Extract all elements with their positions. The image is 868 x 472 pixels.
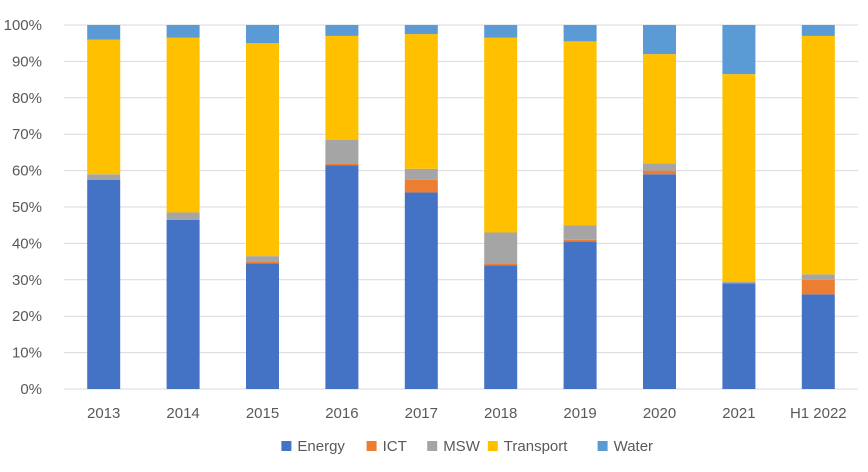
bar-segment-water (166, 25, 200, 38)
legend-label: Transport (504, 438, 568, 455)
legend-item-msw: MSW (427, 438, 481, 455)
bar-segment-water (246, 25, 279, 44)
bar-segment-msw (166, 212, 200, 220)
bar-segment-ict (404, 179, 438, 193)
bar-segment-msw (325, 139, 359, 164)
bar-segment-energy (722, 283, 756, 389)
legend-item-transport: Transport (487, 438, 568, 455)
y-tick-label: 40% (12, 235, 42, 252)
x-tick-label: 2016 (325, 405, 358, 422)
x-tick-label: 2015 (246, 405, 279, 422)
bar-segment-msw (563, 225, 597, 240)
bar-segment-transport (801, 35, 835, 275)
bar-segment-water (722, 25, 756, 75)
y-tick-label: 30% (12, 272, 42, 289)
bar-segment-transport (166, 37, 200, 213)
bar-segment-water (801, 25, 835, 36)
y-tick-label: 80% (12, 90, 42, 107)
bar-segment-msw (87, 174, 121, 180)
bar-segment-transport (87, 39, 121, 175)
bar-segment-msw (246, 256, 279, 262)
legend-label: Water (614, 438, 653, 455)
x-tick-label: 2021 (722, 405, 755, 422)
bar-segment-energy (87, 179, 121, 389)
bar-segment-msw (484, 232, 518, 264)
bar-segment-energy (246, 263, 279, 389)
legend-label: ICT (383, 438, 407, 455)
y-tick-label: 50% (12, 199, 42, 216)
bar-segment-transport (246, 43, 279, 257)
bar-segment-energy (801, 294, 835, 389)
bar-segment-energy (325, 165, 359, 389)
x-tick-label: 2019 (563, 405, 596, 422)
legend-item-energy: Energy (281, 438, 345, 455)
bar-segment-energy (484, 265, 518, 389)
bars (87, 25, 835, 389)
bar-segment-transport (563, 41, 597, 226)
legend-swatch (597, 441, 608, 451)
bar-segment-ict (563, 239, 597, 242)
bar-segment-ict (801, 279, 835, 295)
y-axis-ticks: 0% 10% 20% 30% 40% 50% 60% 70% 80% 90% 100% (4, 17, 42, 398)
bar-segment-energy (404, 192, 438, 389)
legend-item-water: Water (597, 438, 653, 455)
bar-segment-ict (484, 263, 518, 266)
bar-segment-water (563, 25, 597, 42)
y-tick-label: 70% (12, 126, 42, 143)
y-tick-label: 10% (12, 345, 42, 362)
bar-segment-energy (643, 174, 676, 389)
bar-segment-ict (643, 170, 676, 175)
y-tick-label: 20% (12, 308, 42, 325)
x-tick-label: H1 2022 (790, 405, 847, 422)
bar-segment-ict (246, 261, 279, 264)
legend-item-ict: ICT (366, 438, 407, 455)
bar-segment-energy (166, 219, 200, 389)
bar-segment-transport (404, 34, 438, 169)
legend-swatch (487, 441, 498, 451)
legend-label: MSW (443, 438, 481, 455)
bar-segment-msw (801, 274, 835, 280)
y-tick-label: 90% (12, 53, 42, 70)
legend-swatch (427, 441, 438, 451)
y-tick-label: 100% (4, 17, 42, 34)
x-tick-label: 2014 (166, 405, 199, 422)
bar-segment-msw (404, 168, 438, 180)
x-tick-label: 2013 (87, 405, 120, 422)
bar-segment-msw (643, 163, 676, 171)
bar-segment-energy (563, 241, 597, 389)
legend-swatch (366, 441, 377, 451)
bar-segment-water (325, 25, 359, 36)
bar-segment-transport (722, 74, 756, 282)
x-tick-label: 2017 (405, 405, 438, 422)
legend-label: Energy (297, 438, 345, 455)
bar-segment-ict (325, 163, 359, 166)
bar-segment-transport (643, 54, 676, 164)
bar-segment-transport (325, 35, 359, 140)
bar-segment-water (87, 25, 121, 40)
x-tick-label: 2020 (643, 405, 676, 422)
bar-segment-water (404, 25, 438, 35)
legend: Energy ICT MSW Transport Water (281, 438, 653, 455)
bar-segment-water (484, 25, 518, 38)
y-tick-label: 0% (20, 381, 42, 398)
legend-swatch (281, 441, 292, 451)
x-axis-ticks: 2013 2014 2015 2016 2017 2018 2019 2020 2021 H1 2… (87, 405, 847, 422)
bar-segment-transport (484, 37, 518, 233)
bar-segment-water (643, 25, 676, 55)
x-tick-label: 2018 (484, 405, 517, 422)
bar-segment-msw (722, 281, 756, 284)
y-tick-label: 60% (12, 163, 42, 180)
